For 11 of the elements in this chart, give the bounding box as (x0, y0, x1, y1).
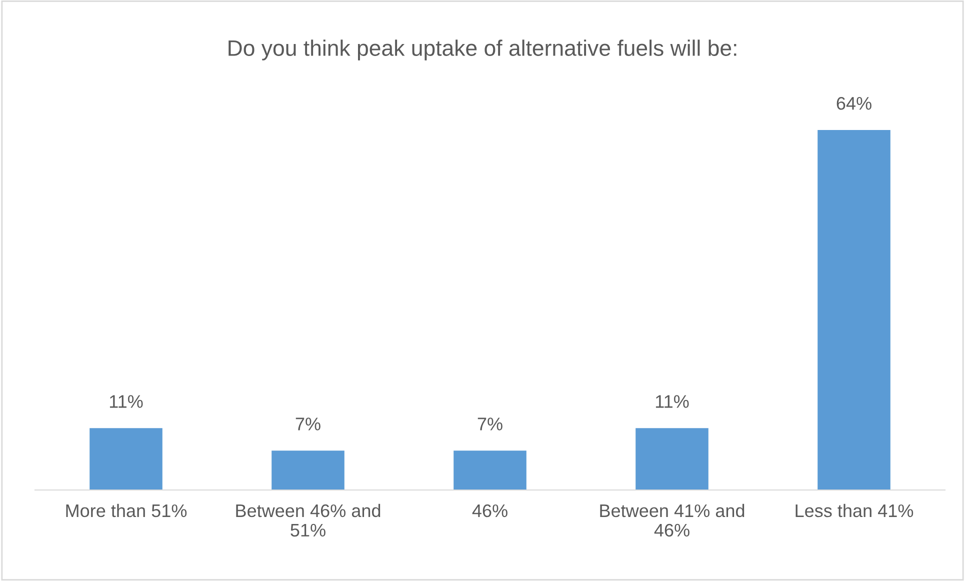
x-tick-label: Between 46% and 51% (236, 504, 380, 537)
x-tick-label: More than 51% (66, 504, 187, 518)
x-tick-label: Between 41% and 46% (600, 504, 744, 537)
data-label: 64% (836, 96, 872, 110)
data-label: 7% (478, 418, 502, 430)
x-tick-label: Less than 41% (796, 504, 914, 518)
chart-title: Do you think peak uptake of alternative fuels will be: (228, 40, 736, 60)
x-tick-label: 46% (472, 504, 508, 518)
data-label: 7% (296, 418, 320, 430)
data-label: 11% (110, 395, 143, 408)
data-label: 11% (656, 395, 689, 408)
